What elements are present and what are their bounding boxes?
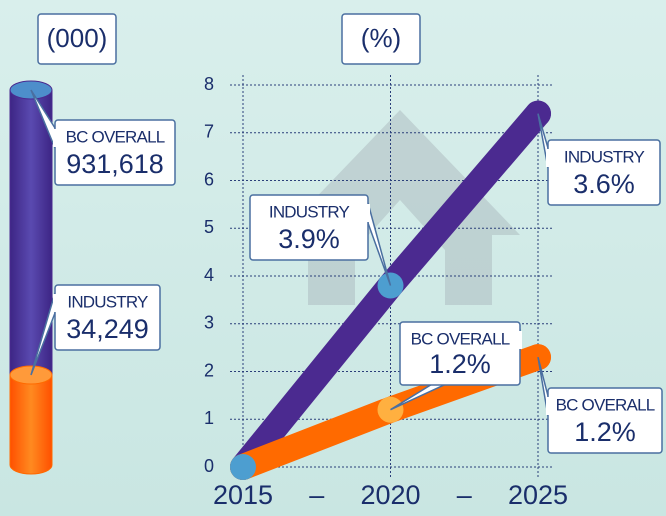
x-tick-label: 2020 <box>360 480 420 510</box>
cylinder-lower <box>9 374 53 475</box>
callout-seam <box>546 397 550 415</box>
callout-value: 3.9% <box>278 224 340 254</box>
callout-name: BC OVERALL <box>411 329 510 348</box>
x-tick-label: 2025 <box>508 480 568 510</box>
title-box <box>341 13 421 65</box>
title-box <box>37 13 117 65</box>
callout-name: INDUSTRY <box>269 202 350 221</box>
chart-title: (000) <box>47 23 108 53</box>
y-tick-label: 5 <box>204 217 214 237</box>
data-point <box>230 454 256 480</box>
y-tick-label: 0 <box>204 456 214 476</box>
y-tick-label: 7 <box>204 122 214 142</box>
callout-value: 1.2% <box>429 349 491 379</box>
callout-seam <box>366 204 370 222</box>
callout-seam <box>53 294 57 312</box>
y-tick-label: 2 <box>204 360 214 380</box>
callout-box <box>249 194 369 261</box>
callout-seam <box>546 149 550 167</box>
callout-box <box>547 387 663 454</box>
callout-box <box>399 321 521 386</box>
y-tick-label: 4 <box>204 265 214 285</box>
callout-value: 34,249 <box>66 314 149 344</box>
x-separator: – <box>309 480 324 510</box>
callout-seam <box>53 129 57 147</box>
y-tick-label: 8 <box>204 74 214 94</box>
callout-box <box>547 139 661 206</box>
callout-value: 3.6% <box>573 169 635 199</box>
callout-box <box>54 119 176 186</box>
callout-value: 931,618 <box>66 149 164 179</box>
callout-name: BC OVERALL <box>556 395 655 414</box>
callout-seam <box>518 331 522 349</box>
callout-value: 1.2% <box>574 417 636 447</box>
y-tick-label: 3 <box>204 313 214 333</box>
y-tick-label: 1 <box>204 408 214 428</box>
callout-box <box>54 284 161 351</box>
chart-title: (%) <box>361 23 401 53</box>
x-separator: – <box>457 480 472 510</box>
callout-name: INDUSTRY <box>67 292 148 311</box>
callout-name: INDUSTRY <box>564 147 645 166</box>
y-tick-label: 6 <box>204 169 214 189</box>
chart-area: (000) BC OVERALL 931,618 INDUSTRY 34,249 (%) 0… <box>9 13 663 510</box>
callout-name: BC OVERALL <box>66 127 165 146</box>
x-tick-label: 2015 <box>213 480 273 510</box>
